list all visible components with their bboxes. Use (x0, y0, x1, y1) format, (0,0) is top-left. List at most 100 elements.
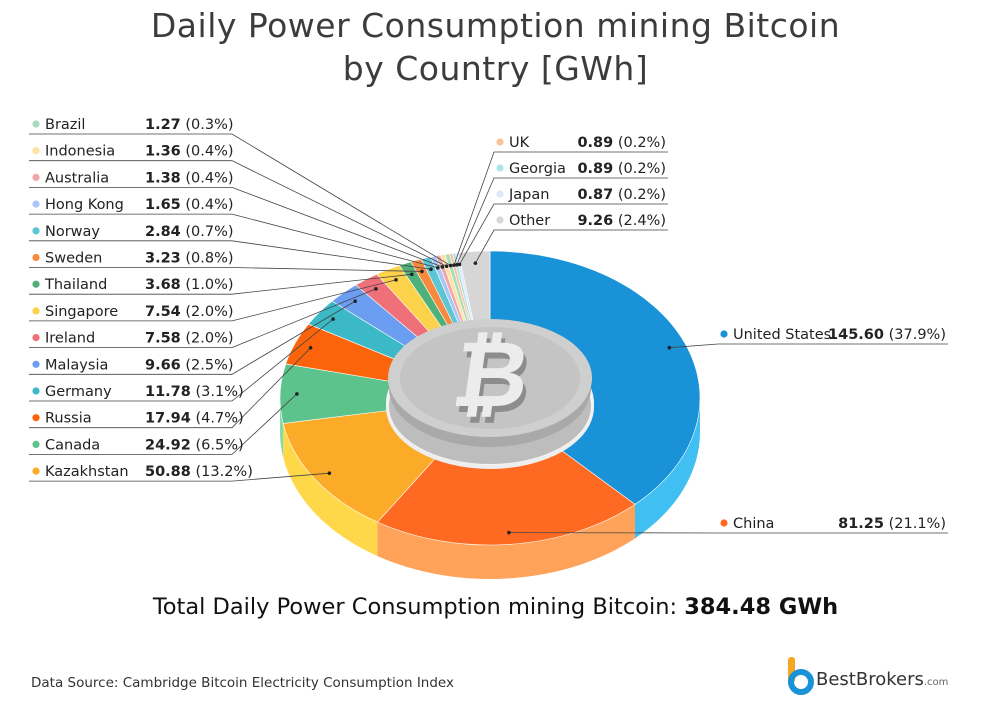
leader-end-hong-kong (435, 265, 440, 270)
legend-label-japan: Japan (508, 187, 549, 203)
leader-united-states (669, 343, 948, 349)
leader-end-united-states (667, 345, 672, 350)
legend-marker-ireland (32, 334, 40, 342)
legend-marker-hong-kong (32, 200, 40, 208)
pie-slice-china[interactable] (376, 397, 636, 546)
legend-value-kazakhstan: 50.88 (13.2%) (145, 464, 253, 480)
legend-item-malaysia: Malaysia 9.66 (2.5%) (32, 357, 234, 373)
legend-marker-uk (496, 138, 504, 146)
leader-end-singapore (394, 278, 398, 282)
legend-item-russia: Russia 17.94 (4.7%) (32, 411, 244, 427)
legend-marker-russia (32, 414, 40, 422)
legend-item-australia: Australia 1.38 (0.4%) (32, 170, 234, 186)
leader-other (475, 229, 668, 264)
leader-end-indonesia (444, 264, 449, 269)
leader-kazakhstan (29, 472, 330, 482)
legend-item-indonesia: Indonesia 1.36 (0.4%) (32, 144, 234, 160)
leader-ireland (29, 288, 377, 349)
leader-end-other (473, 261, 478, 265)
pie-side-united-states (634, 398, 700, 539)
legend-marker-singapore (32, 307, 40, 315)
legend-label-hong-kong: Hong Kong (45, 197, 124, 213)
legend-label-malaysia: Malaysia (45, 357, 108, 373)
legend-item-singapore: Singapore 7.54 (2.0%) (32, 304, 234, 320)
pie-side-china (377, 504, 635, 579)
legend-value-malaysia: 9.66 (2.5%) (145, 357, 234, 373)
legend-label-russia: Russia (45, 411, 92, 427)
legend-item-germany: Germany 11.78 (3.1%) (32, 384, 244, 400)
legend-item-japan: Japan 0.87 (0.2%) (496, 187, 666, 203)
legend-label-china: China (733, 516, 774, 532)
leader-germany (29, 318, 334, 402)
legend-item-china: China 81.25 (21.1%) (720, 516, 946, 532)
leader-end-malaysia (353, 299, 357, 303)
pie-side-kazakhstan (283, 423, 378, 557)
leader-australia (29, 186, 443, 268)
legend-marker-japan (496, 190, 504, 198)
legend-item-thailand: Thailand 3.68 (1.0%) (32, 277, 234, 293)
brand-tld: .com (923, 677, 949, 688)
legend-item-hong-kong: Hong Kong 1.65 (0.4%) (32, 197, 234, 213)
leader-end-china (507, 530, 511, 535)
leader-uk (453, 151, 668, 266)
leader-norway (29, 240, 432, 270)
chart-title-line-2: by Country [GWh] (342, 49, 649, 88)
leader-end-thailand (410, 272, 414, 277)
leader-end-germany (331, 317, 335, 321)
legend-marker-malaysia (32, 360, 40, 368)
legend-value-canada: 24.92 (6.5%) (145, 437, 244, 453)
legend-marker-norway (32, 227, 40, 235)
legend-label-other: Other (509, 213, 550, 229)
leader-japan (459, 203, 668, 265)
legend-marker-other (496, 216, 504, 224)
legend-value-thailand: 3.68 (1.0%) (145, 277, 234, 293)
legend-value-united-states: 145.60 (37.9%) (828, 327, 946, 343)
leader-end-australia (440, 265, 445, 269)
leader-thailand (29, 273, 412, 295)
leader-end-canada (295, 392, 299, 396)
legend-item-other: Other 9.26 (2.4%) (496, 213, 666, 229)
total-value: 384.48 GWh (684, 594, 839, 620)
legend-marker-china (720, 519, 728, 527)
legend-item-norway: Norway 2.84 (0.7%) (32, 224, 234, 240)
leader-lines (29, 133, 948, 535)
legend-marker-kazakhstan (32, 467, 40, 475)
total-consumption: Total Daily Power Consumption mining Bit… (0, 594, 991, 620)
legend-label-germany: Germany (45, 384, 112, 400)
leader-end-japan (457, 262, 462, 267)
legend-value-other: 9.26 (2.4%) (577, 213, 666, 229)
bestbrokers-logo[interactable]: BestBrokers.com (786, 657, 966, 697)
legend-marker-thailand (32, 280, 40, 288)
legend-value-singapore: 7.54 (2.0%) (145, 304, 234, 320)
legend-value-georgia: 0.89 (0.2%) (577, 161, 666, 177)
legend-marker-indonesia (32, 147, 40, 155)
legend-marker-brazil (32, 120, 40, 128)
leader-end-uk (452, 263, 456, 267)
legend-item-ireland: Ireland 7.58 (2.0%) (32, 331, 234, 347)
legend-label-sweden: Sweden (45, 251, 102, 267)
leader-indonesia (29, 160, 447, 267)
chart-title-line-1: Daily Power Consumption mining Bitcoin (150, 6, 841, 45)
legend-label-singapore: Singapore (45, 304, 118, 320)
legend-value-uk: 0.89 (0.2%) (577, 135, 666, 151)
leader-malaysia (29, 300, 356, 375)
legend-value-norway: 2.84 (0.7%) (145, 224, 234, 240)
leader-end-georgia (454, 262, 459, 267)
legend-item-canada: Canada 24.92 (6.5%) (32, 437, 244, 453)
chart-title: Daily Power Consumption mining Bitcoin b… (0, 4, 991, 90)
legend-item-sweden: Sweden 3.23 (0.8%) (32, 251, 234, 267)
legend-item-georgia: Georgia 0.89 (0.2%) (496, 161, 666, 177)
legend-label-united-states: United States (733, 327, 831, 343)
leader-georgia (456, 177, 668, 265)
legend-label-australia: Australia (45, 170, 109, 186)
legend-label-brazil: Brazil (45, 117, 85, 133)
pie-slice-united-states[interactable] (489, 250, 701, 505)
legend-label-kazakhstan: Kazakhstan (45, 464, 129, 480)
legend-marker-georgia (496, 164, 504, 172)
legend-label-georgia: Georgia (509, 161, 566, 177)
legend-marker-germany (32, 387, 40, 395)
leader-end-kazakhstan (327, 471, 332, 475)
bestbrokers-logo-icon (788, 657, 814, 695)
legend-label-ireland: Ireland (45, 331, 95, 347)
